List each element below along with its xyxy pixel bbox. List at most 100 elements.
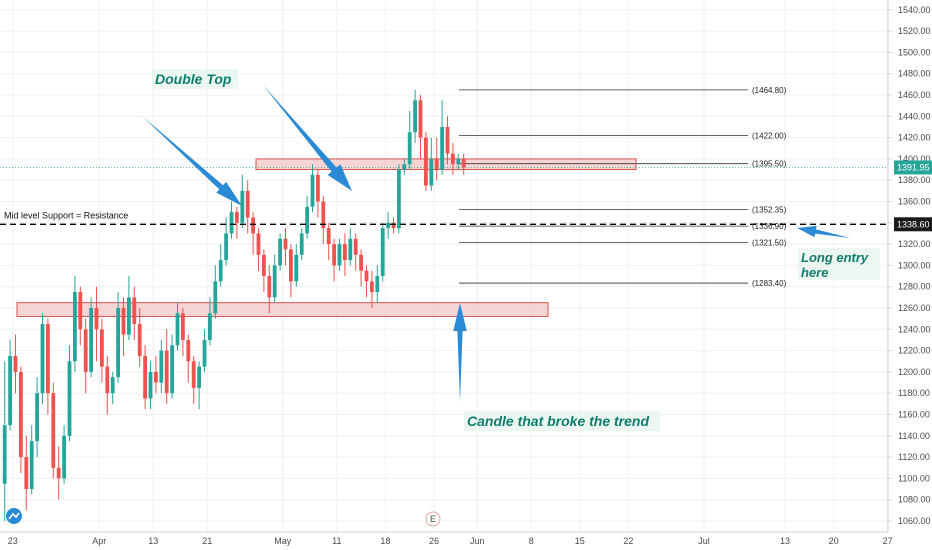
- candle-body: [262, 254, 266, 277]
- candle-body: [272, 265, 277, 298]
- price-tick-label: 1080.00: [898, 495, 931, 505]
- candle-body: [321, 201, 326, 229]
- candle-body: [181, 313, 185, 340]
- candle-body: [289, 249, 293, 282]
- candle-body: [326, 228, 331, 245]
- candle-body: [154, 371, 158, 383]
- candle-body: [132, 297, 137, 324]
- annotations: Mid level Support = Resistance Double Top…: [0, 69, 888, 527]
- time-tick-label: 15: [575, 536, 585, 546]
- double-top-callout: Double Top: [152, 69, 238, 89]
- price-tick-label: 1120.00: [898, 452, 930, 462]
- candle-body: [224, 233, 228, 261]
- candle-body: [364, 270, 369, 282]
- resistance-zones: [16, 158, 637, 318]
- earnings-marker: [425, 511, 441, 527]
- candle-body: [186, 339, 191, 362]
- candle-body: [278, 238, 282, 266]
- candle-body: [121, 308, 126, 335]
- time-tick-label: 20: [829, 536, 839, 546]
- time-tick-label: 18: [380, 536, 390, 546]
- candle-body: [348, 238, 353, 261]
- fib-label: (1422.00): [752, 131, 787, 140]
- candle-body: [137, 323, 142, 356]
- trend-break-callout: Candle that broke the trend: [464, 411, 660, 431]
- candle-body: [332, 244, 336, 266]
- candle-body: [13, 355, 18, 372]
- candle-body: [294, 254, 299, 282]
- candle-body: [218, 260, 223, 282]
- price-tick-label: 1280.00: [898, 282, 931, 292]
- price-tick-label: 1400.00: [898, 154, 931, 164]
- candle-body: [235, 212, 239, 223]
- price-axis[interactable]: 1060.00 1080.00 1100.00 1120.00 1140.00 1160.…: [887, 0, 932, 550]
- resistance-zone: [16, 302, 549, 318]
- arrow-icon: [453, 303, 467, 402]
- candle-body: [202, 339, 207, 367]
- fib-label: (1395.50): [752, 160, 787, 169]
- price-tick-label: 1460.00: [898, 90, 931, 100]
- candle-body: [2, 425, 7, 484]
- candle-body: [78, 292, 83, 330]
- candle-body: [240, 190, 245, 223]
- logo-mark: [8, 512, 20, 520]
- time-axis[interactable]: 23 Apr 13 21 May 11 18 26 Jun 8 15 22 Jul 13 20 27: [0, 508, 893, 546]
- price-tick-label: 1380.00: [898, 175, 931, 185]
- support-label: Mid level Support = Resistance: [4, 210, 128, 220]
- candle-body: [407, 132, 412, 165]
- callout-text: here: [801, 265, 828, 280]
- fib-label: (1283.40): [752, 279, 787, 288]
- candle-body: [434, 158, 439, 170]
- price-tick-label: 1520.00: [898, 26, 931, 36]
- candle-body: [8, 355, 12, 426]
- fib-label: (1336.90): [752, 222, 787, 231]
- time-tick-label: 22: [623, 536, 633, 546]
- candle-body: [359, 254, 363, 271]
- time-tick-label: Jun: [470, 536, 485, 546]
- candles: [2, 89, 466, 521]
- support-price-tag-text: 1338.60: [897, 219, 930, 229]
- arrow-icon: [142, 116, 242, 206]
- candle-body: [391, 222, 396, 229]
- grid: [0, 0, 889, 532]
- candle-body: [40, 323, 45, 394]
- time-tick-label: 27: [883, 536, 893, 546]
- time-tick-label: Jul: [698, 536, 710, 546]
- price-tick-label: 1420.00: [898, 133, 931, 143]
- candle-body: [397, 169, 401, 229]
- candle-body: [429, 158, 434, 186]
- candle-body: [451, 153, 455, 165]
- candle-body: [24, 457, 29, 490]
- candle-body: [83, 329, 88, 372]
- candle-body: [197, 366, 201, 388]
- price-tick-label: 1300.00: [898, 260, 931, 270]
- time-tick-label: 26: [429, 536, 439, 546]
- candle-body: [67, 361, 72, 436]
- candle-body: [116, 308, 120, 378]
- last-price-tag: [894, 160, 932, 175]
- fib-label: (1464.80): [752, 86, 787, 95]
- candle-body: [256, 233, 261, 255]
- price-tick-label: 1240.00: [898, 324, 931, 334]
- candle-body: [100, 329, 104, 367]
- candle-body: [386, 222, 390, 229]
- callout-text: Long entry: [801, 250, 869, 265]
- time-tick-label: 8: [529, 536, 534, 546]
- price-tick-label: 1440.00: [898, 111, 931, 121]
- candle-body: [370, 281, 374, 293]
- candle-body: [191, 361, 196, 388]
- earnings-marker-label: E: [430, 514, 436, 524]
- candle-body: [164, 350, 169, 394]
- price-tick-label: 1360.00: [898, 197, 931, 207]
- time-tick-label: 13: [148, 536, 158, 546]
- arrow-icon: [263, 85, 352, 191]
- fib-levels: (1464.80) (1422.00) (1395.50) (1352.35) (133…: [459, 86, 787, 288]
- price-tick-label: 1180.00: [898, 388, 930, 398]
- candle-body: [127, 297, 131, 335]
- candle-body: [208, 313, 212, 340]
- candle-body: [229, 212, 234, 234]
- candle-body: [310, 174, 315, 207]
- candle-body: [343, 244, 347, 261]
